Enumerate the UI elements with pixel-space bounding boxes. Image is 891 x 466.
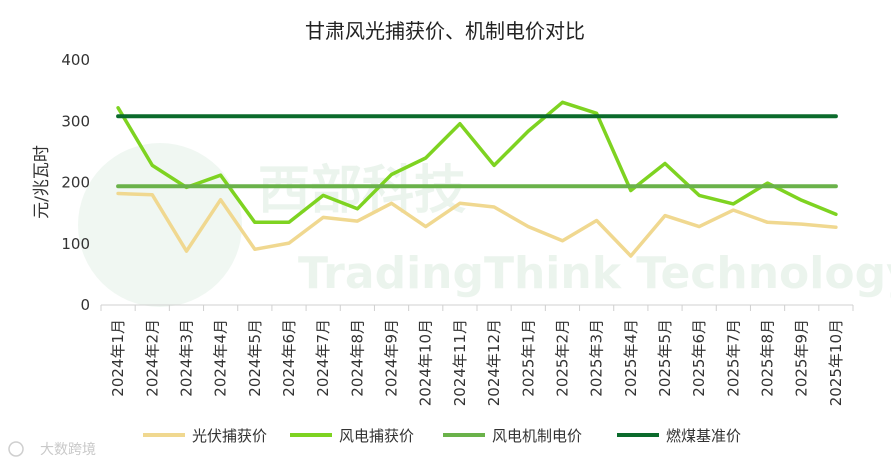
watermark-chinese: 西部科技 [258,161,466,221]
x-tick-label: 2025年7月 [724,319,742,397]
y-tick-label: 0 [80,296,90,314]
series-line-1 [116,100,838,225]
y-axis-ticks: 0 100 200 300 400 [61,51,90,314]
legend-label: 风电捕获价 [339,427,414,445]
brand-logo-icon [8,441,24,457]
watermark-logo-icon [78,143,242,307]
series-lines [116,100,838,258]
x-tick-label: 2025年8月 [759,319,777,397]
x-tick-label: 2024年1月 [109,319,127,397]
x-tick-label: 2025年2月 [553,319,571,397]
legend-label: 风电机制电价 [492,427,582,445]
y-tick-label: 300 [61,112,90,130]
y-tick-label: 200 [61,174,90,192]
x-tick-label: 2024年11月 [451,319,469,406]
x-tick-label: 2024年3月 [177,319,195,397]
x-tick-label: 2025年10月 [827,319,845,406]
watermark: 西部科技 TradingThink Technology [78,143,891,307]
corner-brand: 大数跨境 [8,441,96,458]
x-tick-label: 2025年4月 [622,319,640,397]
y-tick-label: 100 [61,235,90,253]
watermark-english: TradingThink Technology [298,248,891,299]
x-tick-label: 2025年3月 [588,319,606,397]
x-tick-label: 2024年7月 [314,319,332,397]
legend-label: 光伏捕获价 [192,427,267,445]
x-tick-label: 2025年1月 [519,319,537,397]
legend-label: 燃煤基准价 [666,427,741,445]
y-axis-label: 元/兆瓦时 [32,145,52,219]
x-tick-label: 2025年9月 [793,319,811,397]
x-tick-label: 2024年8月 [348,319,366,397]
legend: 光伏捕获价 风电捕获价 风电机制电价 燃煤基准价 [143,427,741,445]
x-tick-label: 2024年2月 [143,319,161,397]
chart-title: 甘肃风光捕获价、机制电价对比 [305,19,585,43]
x-tick-label: 2025年5月 [656,319,674,397]
x-tick-label: 2025年6月 [690,319,708,397]
x-tick-label: 2024年12月 [485,319,503,406]
series-line-0 [116,191,838,258]
x-tick-label: 2024年4月 [212,319,230,397]
x-tick-label: 2024年10月 [417,319,435,406]
x-tick-label: 2024年9月 [383,319,401,397]
corner-brand-text: 大数跨境 [40,442,96,458]
x-axis-ticks: 2024年1月 2024年2月 2024年3月 2024年4月 2024年5月 2024年… [100,305,854,406]
y-tick-label: 400 [61,51,90,69]
x-tick-label: 2024年6月 [280,319,298,397]
x-tick-label: 2024年5月 [246,319,264,397]
